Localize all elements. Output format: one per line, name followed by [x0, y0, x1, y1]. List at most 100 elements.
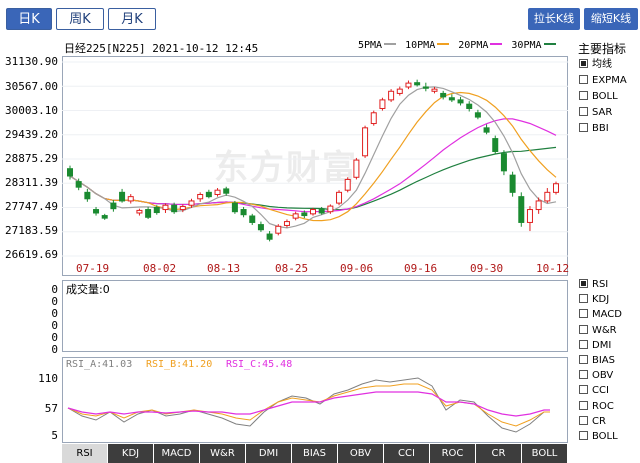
candle[interactable]: [457, 99, 464, 104]
candle[interactable]: [283, 221, 290, 226]
candle[interactable]: [405, 82, 412, 88]
checkbox-icon[interactable]: [579, 385, 588, 395]
checkbox-icon[interactable]: [579, 91, 588, 100]
candle[interactable]: [431, 88, 438, 92]
candle[interactable]: [379, 99, 386, 109]
candle[interactable]: [240, 209, 247, 216]
candle[interactable]: [414, 82, 421, 86]
shorten-kline-button[interactable]: 缩短K线: [584, 8, 638, 30]
candle[interactable]: [440, 92, 447, 98]
candle[interactable]: [518, 196, 525, 223]
candle[interactable]: [231, 202, 238, 213]
bottom-tab-cr[interactable]: CR: [476, 444, 521, 463]
candle[interactable]: [553, 183, 559, 193]
candle[interactable]: [327, 205, 334, 213]
bottom-tab-roc[interactable]: ROC: [430, 444, 475, 463]
candle[interactable]: [336, 191, 343, 204]
candle[interactable]: [310, 209, 316, 215]
candle[interactable]: [344, 178, 351, 191]
candle[interactable]: [162, 204, 169, 211]
candle[interactable]: [205, 191, 212, 198]
candle[interactable]: [422, 86, 429, 89]
candle[interactable]: [214, 189, 221, 195]
candle[interactable]: [388, 90, 395, 101]
candle[interactable]: [526, 209, 533, 223]
tab-weekly-k[interactable]: 周K: [56, 8, 104, 30]
candle[interactable]: [466, 103, 473, 109]
candle[interactable]: [509, 174, 516, 193]
candle[interactable]: [275, 225, 282, 234]
candle[interactable]: [362, 127, 369, 157]
checkbox-icon[interactable]: [579, 355, 588, 364]
sub-indicator-item[interactable]: BOLL: [579, 430, 618, 443]
checkbox-icon[interactable]: [579, 431, 588, 440]
candle[interactable]: [370, 112, 377, 125]
bottom-tab-boll[interactable]: BOLL: [522, 444, 567, 463]
bottom-tab-cci[interactable]: CCI: [384, 444, 429, 463]
candle[interactable]: [483, 127, 490, 133]
main-indicator-item[interactable]: EXPMA: [579, 74, 627, 87]
candle[interactable]: [353, 159, 360, 178]
sub-indicator-item[interactable]: MACD: [579, 308, 622, 321]
bottom-tab-macd[interactable]: MACD: [154, 444, 199, 463]
candle[interactable]: [223, 188, 230, 194]
stretch-kline-button[interactable]: 拉长K线: [528, 8, 580, 30]
checkbox-icon[interactable]: [579, 415, 588, 425]
candle[interactable]: [145, 209, 152, 218]
candle[interactable]: [535, 200, 542, 211]
candle[interactable]: [67, 168, 73, 177]
candle[interactable]: [110, 202, 117, 210]
sub-indicator-item[interactable]: W&R: [579, 324, 617, 337]
candle[interactable]: [544, 191, 551, 202]
bottom-tab-obv[interactable]: OBV: [338, 444, 383, 463]
candle[interactable]: [127, 196, 134, 202]
checkbox-icon[interactable]: [579, 324, 588, 334]
candle[interactable]: [197, 193, 204, 200]
checkbox-icon[interactable]: [579, 400, 588, 410]
checkbox-icon[interactable]: [579, 59, 588, 68]
main-indicator-item[interactable]: SAR: [579, 106, 612, 119]
candle[interactable]: [84, 191, 91, 200]
candle[interactable]: [396, 88, 403, 94]
bottom-tab-rsi[interactable]: RSI: [62, 444, 107, 463]
candle[interactable]: [136, 209, 143, 214]
checkbox-icon[interactable]: [579, 123, 588, 132]
candle[interactable]: [249, 215, 256, 223]
bottom-tab-kdj[interactable]: KDJ: [108, 444, 153, 463]
candle[interactable]: [500, 153, 507, 172]
sub-indicator-item[interactable]: CCI: [579, 384, 609, 397]
candle[interactable]: [101, 215, 108, 219]
candle[interactable]: [119, 191, 126, 202]
candle[interactable]: [179, 206, 186, 211]
sub-indicator-item[interactable]: RSI: [579, 278, 608, 291]
sub-indicator-item[interactable]: DMI: [579, 339, 611, 352]
checkbox-icon[interactable]: [579, 370, 588, 380]
sub-indicator-item[interactable]: KDJ: [579, 293, 609, 306]
sub-indicator-item[interactable]: BIAS: [579, 354, 615, 367]
candle[interactable]: [171, 204, 178, 213]
checkbox-icon[interactable]: [579, 294, 588, 304]
candle[interactable]: [75, 181, 82, 188]
candle[interactable]: [93, 209, 100, 214]
candle[interactable]: [188, 200, 195, 206]
tab-daily-k[interactable]: 日K: [6, 8, 52, 30]
sub-indicator-item[interactable]: OBV: [579, 369, 613, 382]
checkbox-icon[interactable]: [579, 107, 588, 116]
candle[interactable]: [292, 213, 299, 219]
candle[interactable]: [474, 112, 481, 118]
checkbox-icon[interactable]: [579, 75, 588, 84]
kline-chart[interactable]: [62, 56, 568, 276]
candle[interactable]: [257, 224, 264, 231]
bottom-tab-bias[interactable]: BIAS: [292, 444, 337, 463]
checkbox-icon[interactable]: [579, 339, 588, 349]
bottom-tab-wr[interactable]: W&R: [200, 444, 245, 463]
sub-indicator-item[interactable]: ROC: [579, 400, 614, 413]
main-indicator-item[interactable]: BBI: [579, 122, 609, 135]
tab-monthly-k[interactable]: 月K: [108, 8, 156, 30]
candle[interactable]: [153, 206, 160, 214]
candle[interactable]: [266, 233, 273, 240]
candle[interactable]: [448, 97, 455, 101]
bottom-tab-dmi[interactable]: DMI: [246, 444, 291, 463]
main-indicator-item[interactable]: 均线: [579, 58, 612, 71]
checkbox-icon[interactable]: [579, 279, 588, 288]
